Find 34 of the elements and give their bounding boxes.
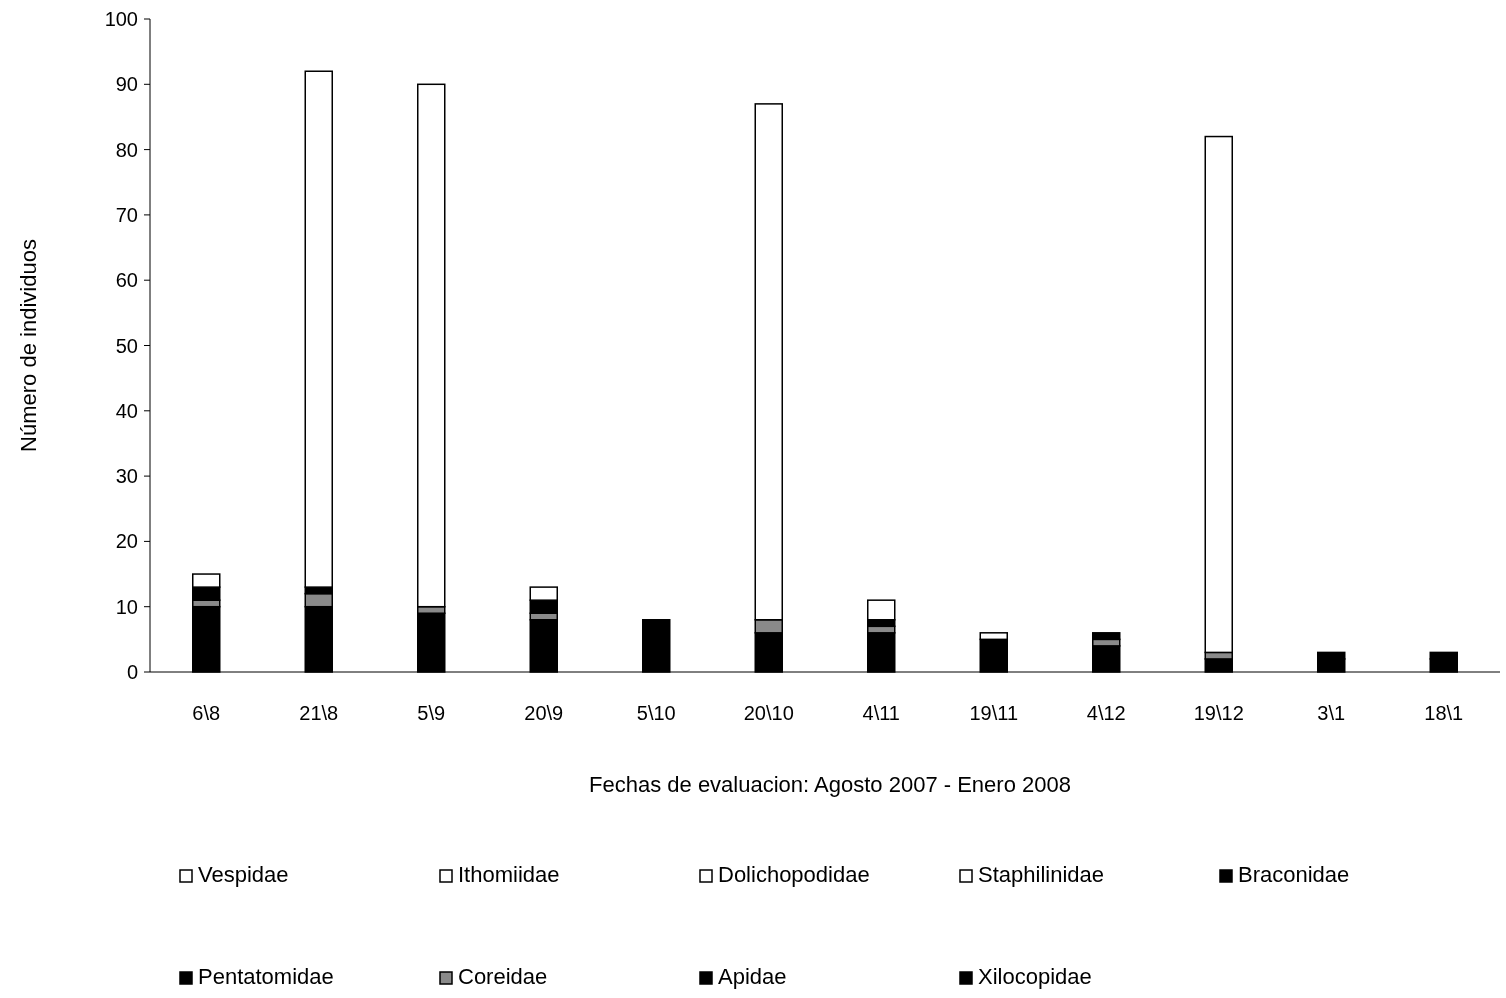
legend-label: Coreidae bbox=[458, 964, 548, 989]
x-tick-label: 6\8 bbox=[192, 702, 221, 724]
x-tick-label: 4\12 bbox=[1086, 702, 1126, 724]
y-tick-label: 50 bbox=[115, 334, 138, 357]
legend-label: Vespidae bbox=[198, 862, 289, 887]
x-tick-label: 5\10 bbox=[636, 702, 676, 724]
y-tick-label: 100 bbox=[104, 8, 138, 30]
y-tick-label: 20 bbox=[115, 530, 138, 553]
x-tick-label: 21\8 bbox=[299, 702, 339, 724]
y-tick-label: 80 bbox=[115, 138, 138, 161]
y-axis-title: Número de individuos bbox=[16, 239, 41, 452]
y-tick-label: 10 bbox=[115, 595, 138, 618]
x-tick-label: 20\10 bbox=[743, 702, 794, 724]
y-tick-label: 40 bbox=[115, 399, 138, 422]
legend-label: Staphilinidae bbox=[978, 862, 1104, 887]
x-tick-label: 18\1 bbox=[1424, 702, 1464, 724]
y-tick-label: 30 bbox=[115, 465, 138, 488]
legend-label: Xilocopidae bbox=[978, 964, 1092, 989]
legend-label: Ithomiidae bbox=[458, 862, 560, 887]
legend-label: Dolichopodidae bbox=[718, 862, 870, 887]
x-tick-label: 20\9 bbox=[524, 702, 564, 724]
y-tick-label: 0 bbox=[126, 661, 138, 683]
x-tick-label: 4\11 bbox=[862, 702, 900, 724]
x-tick-label: 19\11 bbox=[969, 702, 1019, 724]
legend-label: Pentatomidae bbox=[198, 964, 334, 989]
x-tick-label: 5\9 bbox=[417, 702, 446, 724]
x-tick-label: 3\1 bbox=[1317, 702, 1346, 724]
x-tick-label: 19\12 bbox=[1193, 702, 1244, 724]
y-tick-label: 90 bbox=[115, 73, 138, 96]
x-axis-title: Fechas de evaluacion: Agosto 2007 - Enero 2008 bbox=[589, 772, 1071, 797]
legend-label: Braconidae bbox=[1238, 862, 1350, 887]
y-tick-label: 70 bbox=[115, 203, 138, 226]
legend-label: Apidae bbox=[718, 964, 787, 989]
y-tick-label: 60 bbox=[115, 269, 138, 292]
